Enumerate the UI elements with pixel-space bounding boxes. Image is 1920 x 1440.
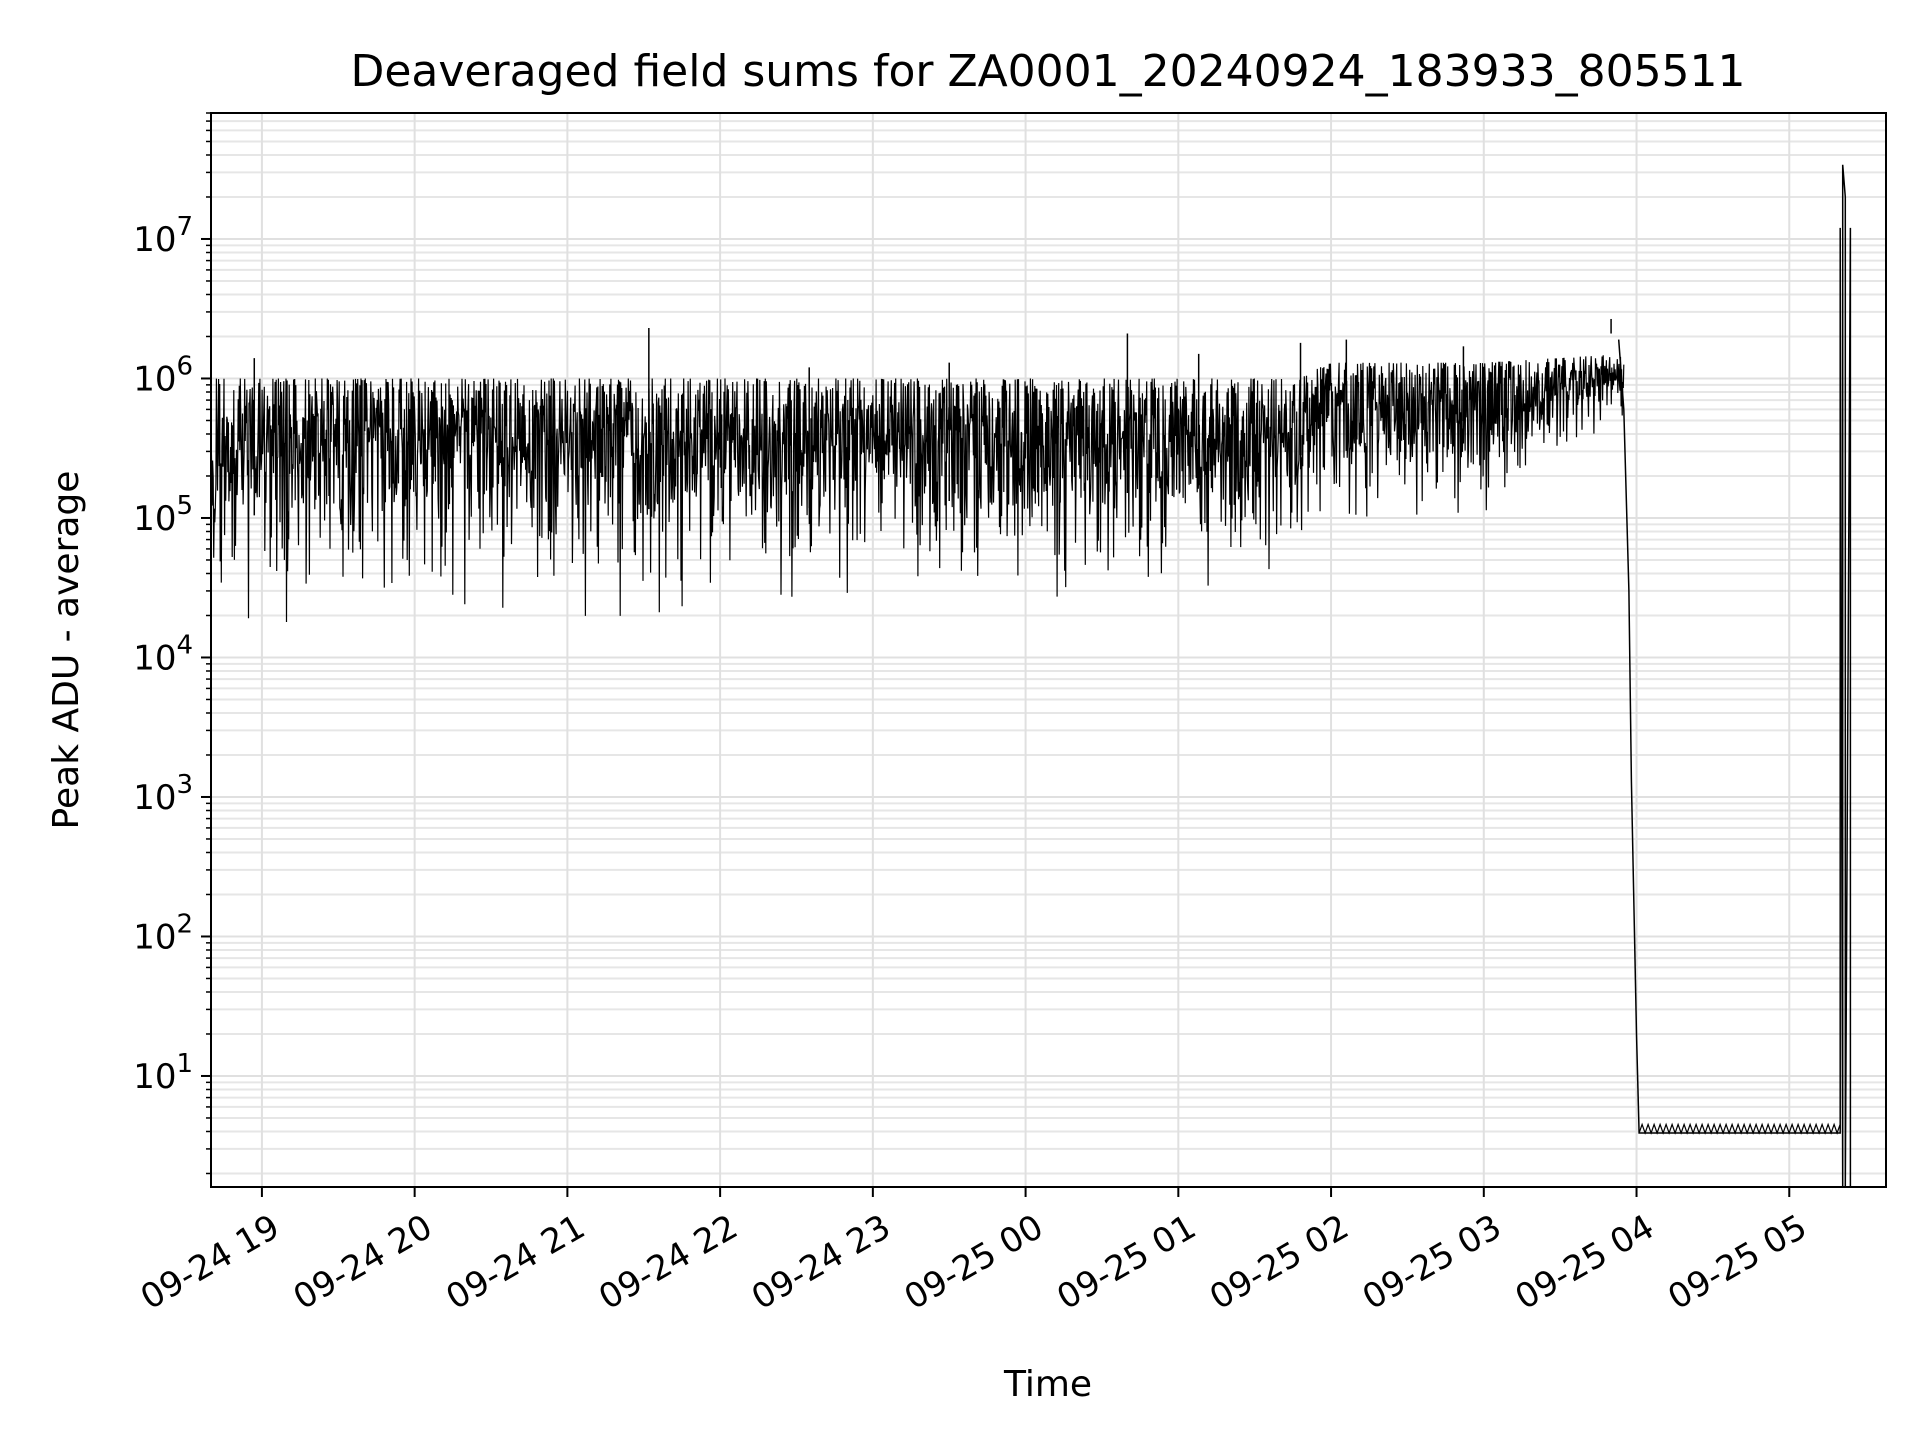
y-axis: 101 102 103 104 105 106 107 [133,112,211,1175]
series-tail-line [1617,164,1852,1188]
data-series [210,164,1852,1188]
y-axis-label: Peak ADU - average [46,471,87,830]
series-noise-line [210,355,1625,623]
y-tick-label: 107 [133,212,193,260]
plot-frame [210,112,1887,1188]
y-tick-label: 105 [133,491,193,539]
y-tick-label: 104 [133,630,193,678]
chart-title: Deaveraged field sums for ZA0001_2024092… [350,46,1745,97]
y-tick-label: 106 [133,351,193,399]
x-axis-label: Time [1003,1364,1092,1405]
y-tick-label: 101 [133,1049,193,1097]
series-floor-ripple [1638,1122,1841,1135]
y-tick-label: 103 [133,770,193,818]
grid [211,112,1886,1187]
y-tick-label: 102 [133,909,193,957]
